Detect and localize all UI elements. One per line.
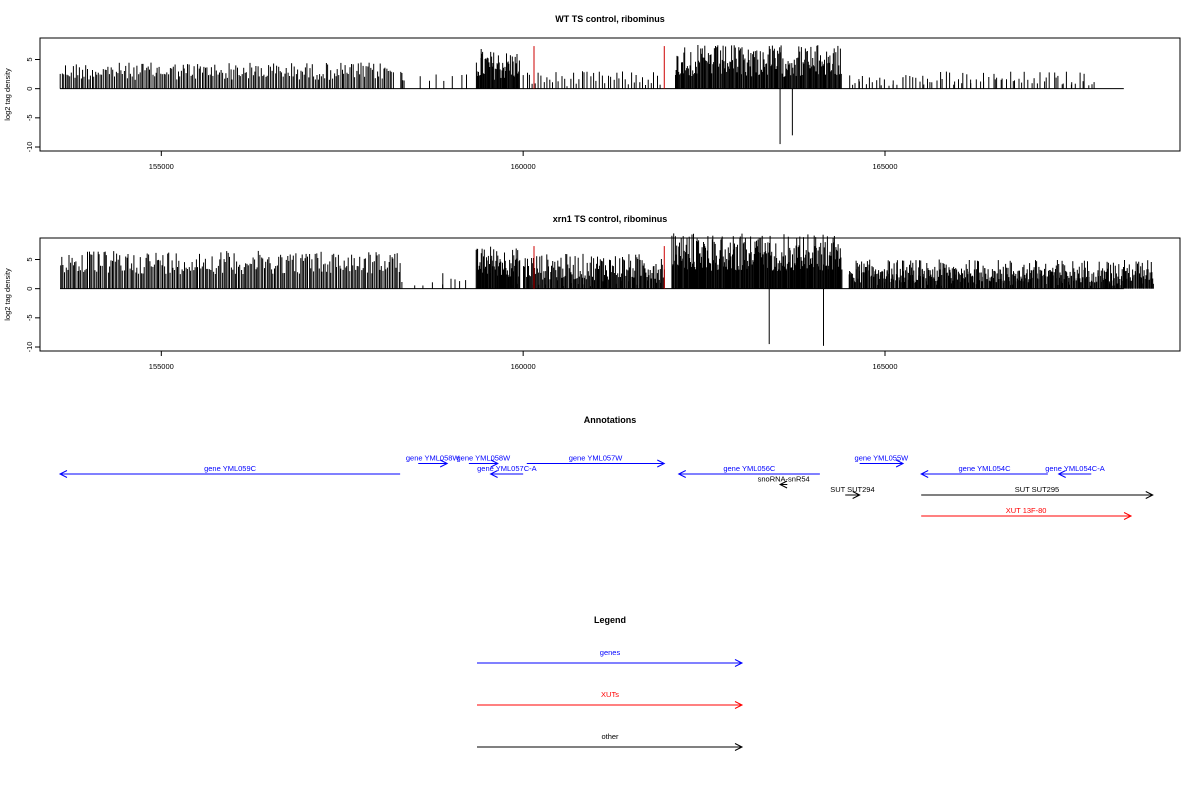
y-tick-label: -5 [25, 114, 34, 121]
legend-label: genes [600, 648, 621, 657]
annotation-arrowhead [1145, 491, 1154, 499]
annotation-label: gene YML055W [855, 454, 910, 463]
legend-label: other [601, 732, 619, 741]
y-tick-label: -10 [25, 142, 34, 153]
wt-track-panel: WT TS control, ribominus 5 0 -5 -10 log2 tag … [3, 14, 1181, 171]
y-tick-label: -10 [25, 342, 34, 353]
x-tick-label: 155000 [149, 362, 174, 371]
annotation-arrowhead [439, 459, 449, 468]
x-tick-label: 165000 [872, 162, 897, 171]
legend-panel: Legend genes XUTs other [477, 615, 744, 751]
annotation-arrowhead [58, 470, 68, 478]
x-tick-label: 160000 [511, 162, 536, 171]
chart-title: WT TS control, ribominus [555, 14, 665, 24]
annotation-label: SUT SUT294 [830, 485, 874, 494]
annotation-label: gene YML058W [457, 454, 512, 463]
annotation-label: gene YML058W [406, 454, 461, 463]
annotation-arrowhead [490, 459, 499, 468]
annotation-label: snoRNA-snR54 [758, 475, 810, 484]
plot-frame [39, 237, 1181, 352]
legend-arrowhead [734, 743, 744, 751]
y-tick-label: 0 [25, 287, 34, 291]
annotation-label: SUT SUT295 [1015, 485, 1059, 494]
annotation-label: gene YML057C-A [477, 464, 536, 473]
annotation-label: XUT 13F-80 [1006, 506, 1047, 515]
legend-title: Legend [594, 615, 626, 625]
annotation-arrowhead [657, 459, 666, 468]
y-axis-label: log2 tag density [3, 268, 12, 321]
y-tick-label: -5 [25, 314, 34, 321]
y-tick-label: 5 [25, 57, 34, 61]
annotations-title: Annotations [584, 415, 637, 425]
chart-title: xrn1 TS control, ribominus [553, 214, 668, 224]
annotation-arrowhead [778, 480, 788, 489]
xrn1-track-panel: xrn1 TS control, ribominus 5 0 -5 -10 log2 ta… [3, 214, 1181, 371]
x-tick-label: 155000 [149, 162, 174, 171]
legend-arrowhead [734, 659, 744, 667]
y-axis-label: log2 tag density [3, 68, 12, 121]
plot-frame [39, 37, 1181, 152]
legend-label: XUTs [601, 690, 619, 699]
annotation-label: gene YML057W [569, 454, 624, 463]
annotation-arrowhead [1057, 470, 1066, 478]
x-tick-label: 165000 [872, 362, 897, 371]
annotation-arrowhead [489, 470, 498, 478]
annotation-label: gene YML054C-A [1045, 464, 1104, 473]
annotation-label: gene YML054C [959, 464, 1012, 473]
annotation-arrowhead [852, 491, 861, 499]
annotation-arrowhead [677, 470, 686, 478]
y-tick-label: 0 [25, 87, 34, 91]
annotation-label: gene YML056C [723, 464, 776, 473]
annotation-arrowhead [895, 459, 905, 468]
annotation-arrowhead [920, 470, 929, 478]
y-tick-label: 5 [25, 257, 34, 261]
x-tick-label: 160000 [511, 362, 536, 371]
annotation-arrowhead [1123, 512, 1133, 520]
legend-arrowhead [734, 701, 744, 709]
annotation-label: gene YML059C [204, 464, 257, 473]
